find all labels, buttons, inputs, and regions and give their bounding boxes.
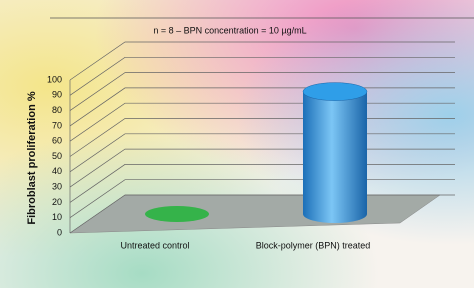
x-tick-label: Untreated control [120, 240, 189, 250]
bar-body [303, 91, 367, 223]
y-axis-label: Fibroblast proliferation % [26, 91, 38, 224]
y-tick-label: 70 [52, 120, 62, 130]
y-tick-label: 20 [52, 197, 62, 207]
x-tick-label: Block-polymer (BPN) treated [256, 240, 371, 250]
bar-top [302, 82, 368, 101]
y-tick-label: 50 [52, 151, 62, 161]
y-tick-label: 40 [52, 166, 62, 176]
grid-line [69, 72, 455, 111]
y-tick-label: 30 [52, 181, 62, 191]
y-tick-label: 80 [52, 105, 62, 115]
grid-line [69, 41, 455, 81]
grid-line [69, 56, 455, 96]
y-tick-label: 10 [52, 212, 62, 222]
y-tick-label: 60 [52, 136, 62, 146]
chart-title: n = 8 – BPN concentration = 10 µg/mL [153, 25, 306, 35]
y-tick-label: 100 [47, 74, 62, 84]
y-tick-label: 90 [52, 90, 62, 100]
y-tick-label: 0 [57, 227, 62, 237]
bar-base [145, 206, 209, 222]
